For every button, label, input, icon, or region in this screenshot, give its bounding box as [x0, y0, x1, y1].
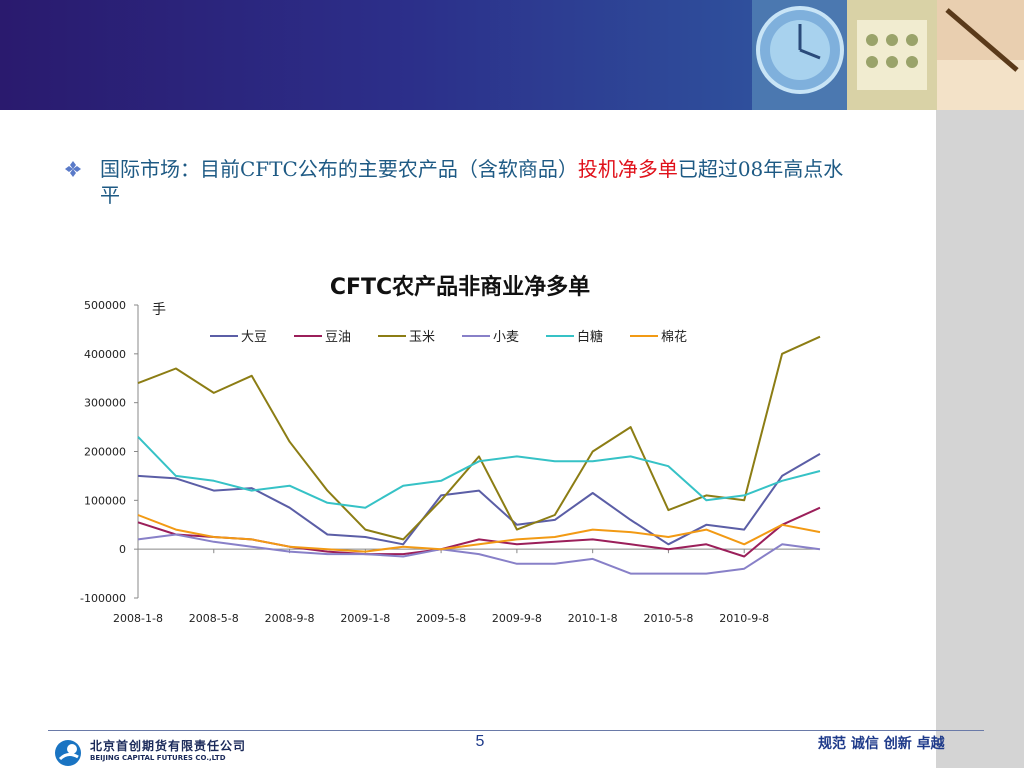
legend-label: 大豆: [241, 330, 267, 345]
page-number: 5: [475, 733, 485, 750]
series-line: [137, 335, 821, 541]
chart-title: CFTC农产品非商业净多单: [330, 274, 590, 300]
side-panel: [936, 110, 1024, 768]
company-name-cn: 北京首创期货有限责任公司: [90, 739, 247, 753]
clock-photo-icon: [752, 0, 847, 110]
cftc-chart: CFTC农产品非商业净多单 手 -100000 0 100000 200000 3000…: [80, 274, 821, 625]
legend-label: 小麦: [493, 330, 519, 345]
y-tick-label: 500000: [84, 299, 126, 312]
diamond-bullet-icon: [65, 161, 81, 177]
legend-label: 棉花: [661, 329, 687, 345]
footer-slogan: 规范 诚信 创新 卓越: [818, 736, 945, 752]
chart-axes: -100000 0 100000 200000 300000 400000 500000 20…: [80, 299, 820, 625]
y-tick-label: 200000: [84, 446, 126, 459]
legend-label: 玉米: [409, 330, 435, 345]
bullet-text: 国际市场：目前CFTC公布的主要农产品（含软商品）投机净多单已超过08年高点水平: [100, 156, 860, 208]
y-tick-label: 100000: [84, 494, 126, 507]
x-tick-label: 2009-9-8: [492, 612, 542, 625]
bullet-text-highlight: 投机净多单: [577, 157, 678, 181]
x-tick-label: 2009-5-8: [416, 612, 466, 625]
y-tick-label: 400000: [84, 348, 126, 361]
company-logo: 北京首创期货有限责任公司 BEIJING CAPITAL FUTURES CO.…: [52, 737, 272, 767]
bullet-text-part1: 国际市场：目前CFTC公布的主要农产品（含软商品）: [100, 157, 578, 181]
series-line: [137, 533, 821, 575]
legend-label: 白糖: [577, 329, 603, 345]
pen-photo-icon: [937, 0, 1024, 110]
chart-unit-label: 手: [152, 302, 166, 318]
x-tick-label: 2008-9-8: [265, 612, 315, 625]
company-name-en: BEIJING CAPITAL FUTURES CO.,LTD: [90, 754, 226, 762]
series-line: [137, 436, 821, 509]
x-tick-label: 2010-1-8: [568, 612, 618, 625]
x-tick-label: 2008-5-8: [189, 612, 239, 625]
header-photo-strip: [752, 0, 1024, 110]
company-logo-icon: [55, 740, 81, 766]
x-tick-label: 2009-1-8: [340, 612, 390, 625]
bullet-text-part2: 已超过08年高点水平: [100, 157, 844, 207]
y-tick-label: 0: [119, 543, 126, 556]
x-tick-label: 2010-5-8: [643, 612, 693, 625]
y-tick-label: 300000: [84, 397, 126, 410]
chart-legend: 大豆 豆油 玉米 小麦 白糖 棉花: [210, 329, 687, 345]
legend-label: 豆油: [325, 330, 351, 345]
calculator-photo-icon: [847, 0, 937, 110]
footer-divider: [48, 730, 984, 731]
y-tick-label: -100000: [80, 592, 126, 605]
series-line: [137, 514, 821, 553]
x-tick-label: 2008-1-8: [113, 612, 163, 625]
x-tick-label: 2010-9-8: [719, 612, 769, 625]
chart-series: [137, 335, 821, 575]
series-line: [137, 453, 821, 546]
